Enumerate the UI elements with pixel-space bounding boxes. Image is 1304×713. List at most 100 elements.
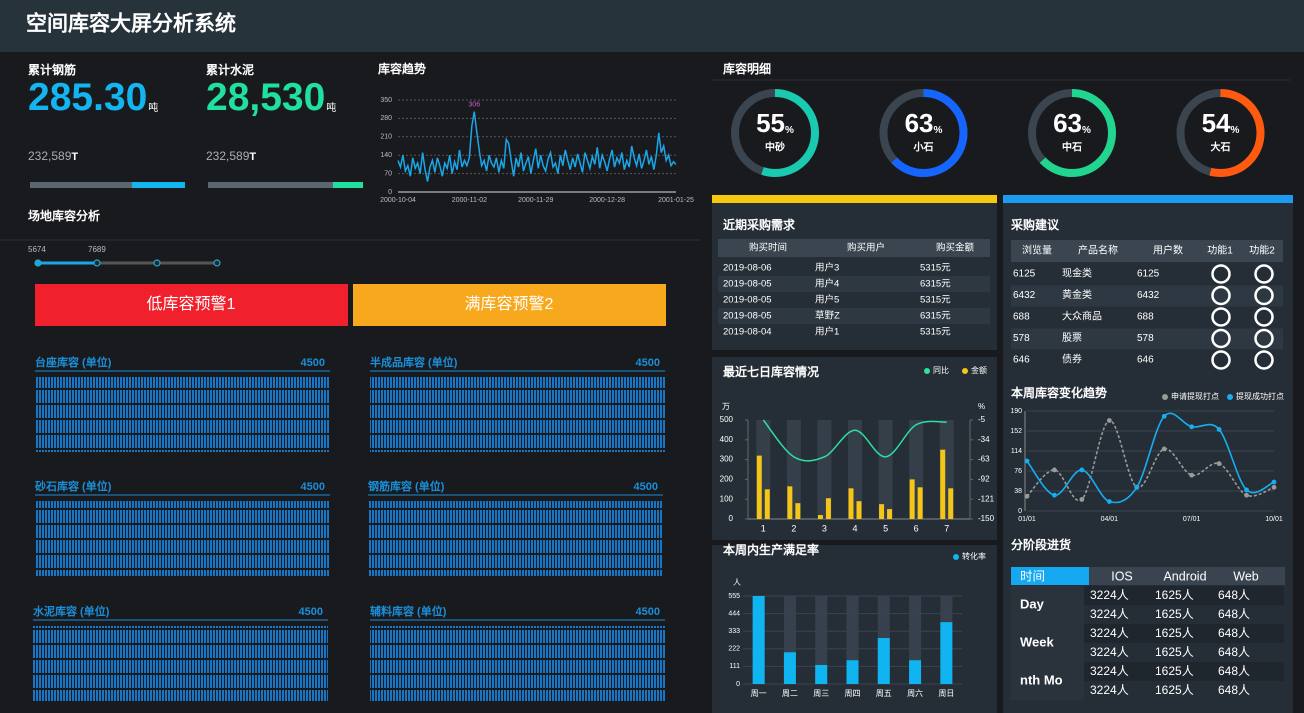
stat-label: 累计钢筋: [28, 62, 76, 77]
table-header-cell: 购买金额: [936, 242, 975, 254]
point: [1106, 499, 1112, 504]
toggle-button[interactable]: [1254, 285, 1274, 306]
x-tick-label: 2001-01-25: [658, 197, 694, 204]
y-tick-label: 555: [728, 593, 740, 600]
table-cell: 648人: [1218, 626, 1250, 640]
table-header-cell: 购买用户: [847, 242, 885, 254]
toggle-button[interactable]: [1211, 264, 1231, 284]
table-header-cell: Android: [1163, 569, 1206, 583]
bar: [817, 515, 823, 519]
page-title: 空间库容大屏分析系统: [26, 12, 236, 36]
toggle-button[interactable]: [1211, 307, 1231, 327]
point: [1052, 467, 1057, 473]
stat-value: 285.30: [28, 76, 147, 119]
panel: [712, 195, 997, 350]
bar: [909, 479, 915, 519]
bar: [940, 449, 946, 519]
slider-handle: [34, 259, 42, 267]
table-cell: 688: [1137, 312, 1154, 323]
ring-label: 大石: [1211, 141, 1231, 154]
toggle-button[interactable]: [1254, 264, 1274, 284]
ring-label: 小石: [913, 141, 934, 154]
y-tick-label: 300: [720, 455, 734, 464]
toggle-button[interactable]: [1211, 328, 1231, 349]
stat-label: 累计水泥: [206, 62, 254, 77]
bar: [948, 488, 954, 519]
x-tick-label: 周五: [876, 689, 892, 698]
y-tick-label: 0: [729, 514, 734, 523]
point: [1024, 458, 1030, 464]
x-tick-label: 3: [822, 523, 827, 533]
y-tick-label: 500: [720, 415, 734, 424]
toggle-button[interactable]: [1254, 350, 1274, 370]
table-cell: 6432: [1137, 290, 1160, 301]
y-tick-label: 333: [728, 628, 740, 635]
toggle-button[interactable]: [1211, 350, 1231, 370]
table-cell: 3224人: [1090, 626, 1129, 640]
progress-fill: [333, 182, 363, 188]
x-tick-label: 周四: [845, 689, 861, 698]
capacity-grid: [33, 626, 328, 701]
section-title: 近期采购需求: [723, 217, 796, 232]
x-tick-label: 6: [914, 523, 919, 533]
table-cell: 3224人: [1090, 664, 1129, 678]
point: [1106, 418, 1112, 423]
header-bar: [0, 0, 1304, 52]
y-tick-label: 114: [1011, 448, 1022, 455]
legend-marker: [953, 554, 959, 560]
capacity-grid: [368, 501, 663, 576]
stat-sub: 232,589: [28, 149, 72, 163]
y2-tick-label: -92: [978, 475, 990, 484]
table-row-bg: [1084, 681, 1284, 700]
x-tick-label: 4: [852, 523, 857, 533]
y-tick-label: 0: [736, 681, 740, 688]
ring-value-line: 63%: [1053, 108, 1091, 138]
ring-unit: %: [1231, 125, 1240, 136]
panel-value: 4500: [636, 357, 660, 369]
point: [1244, 492, 1249, 498]
progress-fill: [132, 182, 185, 188]
table-cell: 648人: [1218, 588, 1250, 602]
progress-track: [208, 182, 363, 188]
table-cell: 5315元: [920, 327, 951, 338]
line: [1026, 419, 1275, 502]
point: [1189, 472, 1195, 478]
stat-sub-unit: T: [249, 151, 256, 163]
ring-value: 55: [756, 108, 785, 138]
axis-unit: 万: [722, 402, 730, 411]
slider-handle: [153, 259, 161, 267]
table-cell: 用户5: [815, 294, 839, 306]
table-cell: 1625人: [1155, 626, 1194, 640]
ring-value-line: 54%: [1202, 108, 1240, 138]
toggle-button[interactable]: [1254, 328, 1274, 349]
table-row-bg: [1084, 643, 1284, 662]
table-cell: 1625人: [1155, 588, 1194, 602]
table-cell: 2019-08-05: [723, 295, 772, 306]
table-cell: 大众商品: [1062, 310, 1102, 323]
toggle-button[interactable]: [1211, 285, 1231, 306]
toggle-button[interactable]: [1254, 307, 1274, 327]
panel-accent: [712, 195, 997, 203]
table-cell: 648人: [1218, 664, 1250, 678]
table-cell: 债券: [1062, 353, 1082, 366]
ring-unit: %: [785, 125, 794, 136]
section-title: 采购建议: [1010, 217, 1060, 232]
y-tick-label: 140: [380, 152, 392, 159]
panel-value: 4500: [636, 606, 660, 618]
capacity-grid: [35, 377, 330, 452]
x-tick-label: 01/01: [1018, 516, 1036, 523]
alert-label: 低库容预警1: [147, 295, 236, 313]
panel-value: 4500: [299, 606, 323, 618]
legend-marker: [1162, 394, 1168, 400]
section-title: 最近七日库容情况: [723, 364, 819, 379]
bar-shadow: [815, 596, 828, 684]
bar: [756, 455, 762, 519]
table-header-cell: 产品名称: [1078, 244, 1118, 257]
point: [1024, 493, 1030, 499]
capacity-grid: [35, 501, 330, 576]
point: [1079, 497, 1085, 502]
section-title: 场地库容分析: [28, 208, 100, 223]
bar-shadow: [817, 420, 832, 519]
ring-label: 中石: [1062, 141, 1082, 154]
